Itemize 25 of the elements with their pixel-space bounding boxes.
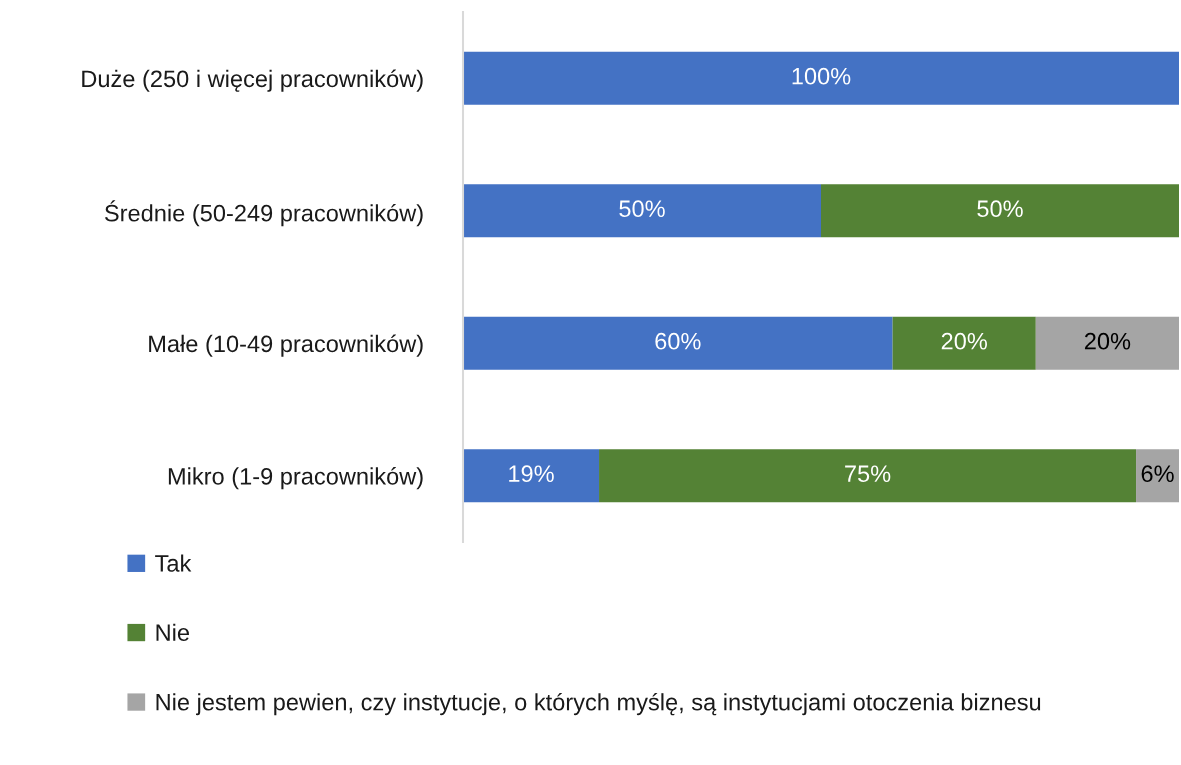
bar	[463, 449, 600, 503]
data-label: 50%	[977, 200, 1023, 218]
legend-label: Nie jestem pewien, czy instytucje, o których myślę, są instytucjami otoczenia biznesu	[156, 692, 1041, 716]
y-tick-label: Średnie (50-249 pracowników)	[104, 200, 423, 227]
data-label: 19%	[509, 465, 554, 483]
data-label: 75%	[845, 465, 891, 483]
data-label: 60%	[655, 332, 701, 350]
y-tick-label: Małe (10-49 pracowników)	[149, 334, 423, 357]
bar	[463, 51, 1179, 105]
data-label: 20%	[941, 332, 987, 350]
data-label: 50%	[619, 200, 665, 218]
bar	[463, 316, 893, 370]
bar	[821, 184, 1179, 238]
bar	[892, 316, 1036, 370]
y-tick-label: Mikro (1-9 pracowników)	[168, 467, 423, 490]
legend-label: Tak	[155, 554, 192, 572]
bar	[1136, 449, 1179, 503]
bar	[463, 184, 821, 238]
y-tick-label: Duże (250 i więcej pracowników)	[82, 69, 423, 92]
bar	[599, 449, 1137, 503]
bar	[1035, 316, 1179, 370]
legend-label: Nie	[156, 623, 189, 642]
data-label: 100%	[792, 67, 851, 85]
data-label: 6%	[1141, 465, 1174, 483]
data-label: 20%	[1084, 332, 1131, 350]
